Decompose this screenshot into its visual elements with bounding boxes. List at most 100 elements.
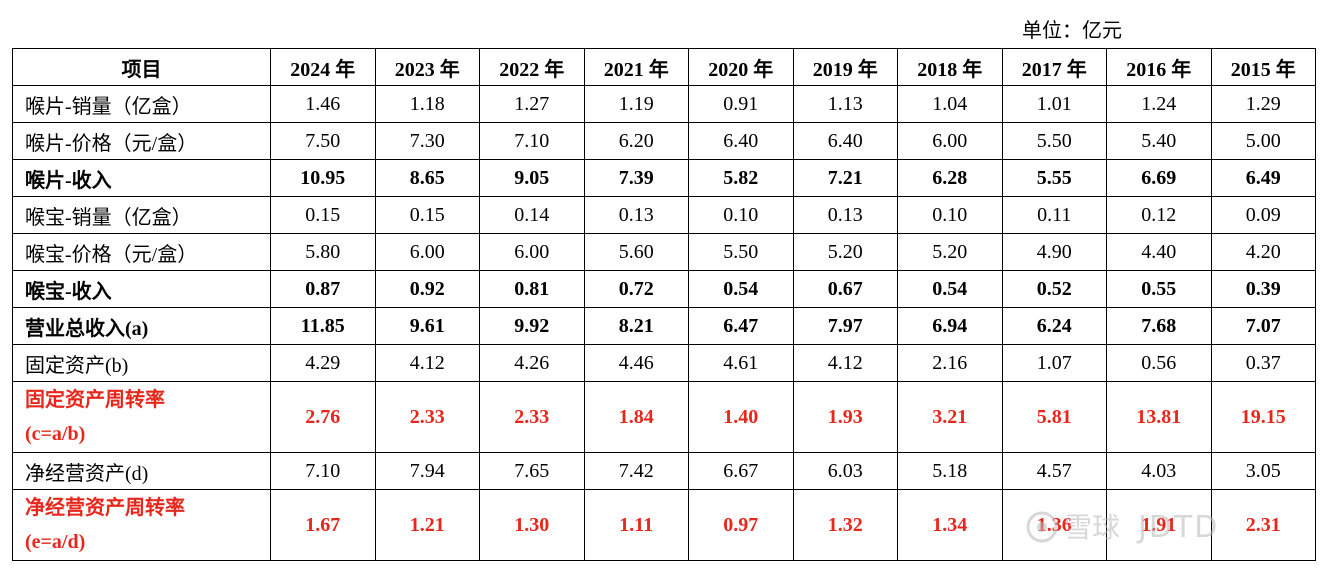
table-cell: 4.12 (374, 344, 480, 382)
table-cell: 7.97 (792, 307, 898, 345)
table-cell: 1.91 (1106, 489, 1212, 561)
table-cell: 1.27 (479, 85, 585, 123)
table-cell: 6.49 (1210, 159, 1316, 197)
row-label-line2: (e=a/d) (25, 531, 86, 553)
table-cell: 0.72 (583, 270, 689, 308)
table-cell: 5.40 (1106, 122, 1212, 160)
table-cell: 2.33 (479, 381, 585, 453)
row-label: 喉片-价格（元/盒） (12, 122, 271, 160)
table-row: 喉片-价格（元/盒） 7.50 7.30 7.10 6.20 6.40 6.40… (12, 122, 1316, 160)
table-cell: 1.01 (1001, 85, 1107, 123)
table-cell: 0.15 (270, 196, 376, 234)
table-cell: 1.18 (374, 85, 480, 123)
table-cell: 6.24 (1001, 307, 1107, 345)
table-cell: 5.80 (270, 233, 376, 271)
table-cell: 7.50 (270, 122, 376, 160)
table-cell: 0.11 (1001, 196, 1107, 234)
table-cell: 0.52 (1001, 270, 1107, 308)
table-cell: 6.00 (374, 233, 480, 271)
table-cell: 0.92 (374, 270, 480, 308)
table-row: 净经营资产周转率 (e=a/d) 1.67 1.21 1.30 1.11 0.97… (12, 489, 1316, 561)
table-cell: 5.82 (688, 159, 794, 197)
header-year: 2016 年 (1106, 48, 1212, 86)
financial-table: 项目 2024 年 2023 年 2022 年 2021 年 2020 年 20… (12, 48, 1316, 561)
row-label: 喉宝-价格（元/盒） (12, 233, 271, 271)
row-label: 营业总收入(a) (12, 307, 271, 345)
table-cell: 0.87 (270, 270, 376, 308)
table-cell: 7.21 (792, 159, 898, 197)
table-cell: 5.55 (1001, 159, 1107, 197)
table-cell: 0.12 (1106, 196, 1212, 234)
table-cell: 2.76 (270, 381, 376, 453)
table-cell: 0.55 (1106, 270, 1212, 308)
table-cell: 9.61 (374, 307, 480, 345)
table-cell: 9.05 (479, 159, 585, 197)
table-cell: 5.81 (1001, 381, 1107, 453)
table-cell: 0.54 (897, 270, 1003, 308)
row-label: 喉宝-收入 (12, 270, 271, 308)
table-cell: 1.84 (583, 381, 689, 453)
table-row: 固定资产周转率 (c=a/b) 2.76 2.33 2.33 1.84 1.40 … (12, 381, 1316, 453)
header-year: 2024 年 (270, 48, 376, 86)
table-cell: 19.15 (1210, 381, 1316, 453)
table-cell: 5.50 (688, 233, 794, 271)
table-row: 喉宝-价格（元/盒） 5.80 6.00 6.00 5.60 5.50 5.20… (12, 233, 1316, 271)
table-cell: 0.09 (1210, 196, 1316, 234)
table-cell: 1.67 (270, 489, 376, 561)
table-cell: 0.54 (688, 270, 794, 308)
table-cell: 1.21 (374, 489, 480, 561)
table-cell: 10.95 (270, 159, 376, 197)
table-cell: 4.61 (688, 344, 794, 382)
row-label: 喉片-销量（亿盒） (12, 85, 271, 123)
table-cell: 1.93 (792, 381, 898, 453)
table-cell: 5.20 (792, 233, 898, 271)
table-row: 喉宝-销量（亿盒） 0.15 0.15 0.14 0.13 0.10 0.13 … (12, 196, 1316, 234)
header-item: 项目 (12, 48, 271, 86)
table-cell: 1.40 (688, 381, 794, 453)
table-cell: 4.03 (1106, 452, 1212, 490)
table-cell: 7.39 (583, 159, 689, 197)
table-cell: 1.46 (270, 85, 376, 123)
table-cell: 6.03 (792, 452, 898, 490)
table-cell: 0.81 (479, 270, 585, 308)
table-row: 喉宝-收入 0.87 0.92 0.81 0.72 0.54 0.67 0.54… (12, 270, 1316, 308)
row-label: 固定资产(b) (12, 344, 271, 382)
row-label: 喉宝-销量（亿盒） (12, 196, 271, 234)
header-year: 2022 年 (479, 48, 585, 86)
table-cell: 2.33 (374, 381, 480, 453)
table-cell: 4.20 (1210, 233, 1316, 271)
table-cell: 7.07 (1210, 307, 1316, 345)
table-cell: 7.94 (374, 452, 480, 490)
table-cell: 2.31 (1210, 489, 1316, 561)
table-row: 净经营资产(d) 7.10 7.94 7.65 7.42 6.67 6.03 5… (12, 452, 1316, 490)
table-cell: 0.37 (1210, 344, 1316, 382)
table-cell: 2.16 (897, 344, 1003, 382)
table-cell: 0.39 (1210, 270, 1316, 308)
table-cell: 6.28 (897, 159, 1003, 197)
table-header-row: 项目 2024 年 2023 年 2022 年 2021 年 2020 年 20… (12, 48, 1316, 86)
table-cell: 6.00 (479, 233, 585, 271)
table-cell: 5.20 (897, 233, 1003, 271)
table-cell: 5.50 (1001, 122, 1107, 160)
table-cell: 1.19 (583, 85, 689, 123)
table-cell: 0.10 (897, 196, 1003, 234)
row-label: 固定资产周转率 (c=a/b) (12, 381, 271, 453)
row-label-line1: 固定资产周转率 (25, 389, 165, 411)
table-cell: 6.40 (688, 122, 794, 160)
table-cell: 6.40 (792, 122, 898, 160)
table-cell: 6.67 (688, 452, 794, 490)
table-cell: 0.10 (688, 196, 794, 234)
table-cell: 5.18 (897, 452, 1003, 490)
table-cell: 5.60 (583, 233, 689, 271)
table-cell: 5.00 (1210, 122, 1316, 160)
table-cell: 1.24 (1106, 85, 1212, 123)
table-cell: 1.11 (583, 489, 689, 561)
row-label: 净经营资产周转率 (e=a/d) (12, 489, 271, 561)
table-cell: 4.26 (479, 344, 585, 382)
table-cell: 6.20 (583, 122, 689, 160)
table-cell: 1.04 (897, 85, 1003, 123)
table-cell: 13.81 (1106, 381, 1212, 453)
table-cell: 0.67 (792, 270, 898, 308)
table-cell: 0.56 (1106, 344, 1212, 382)
row-label: 喉片-收入 (12, 159, 271, 197)
